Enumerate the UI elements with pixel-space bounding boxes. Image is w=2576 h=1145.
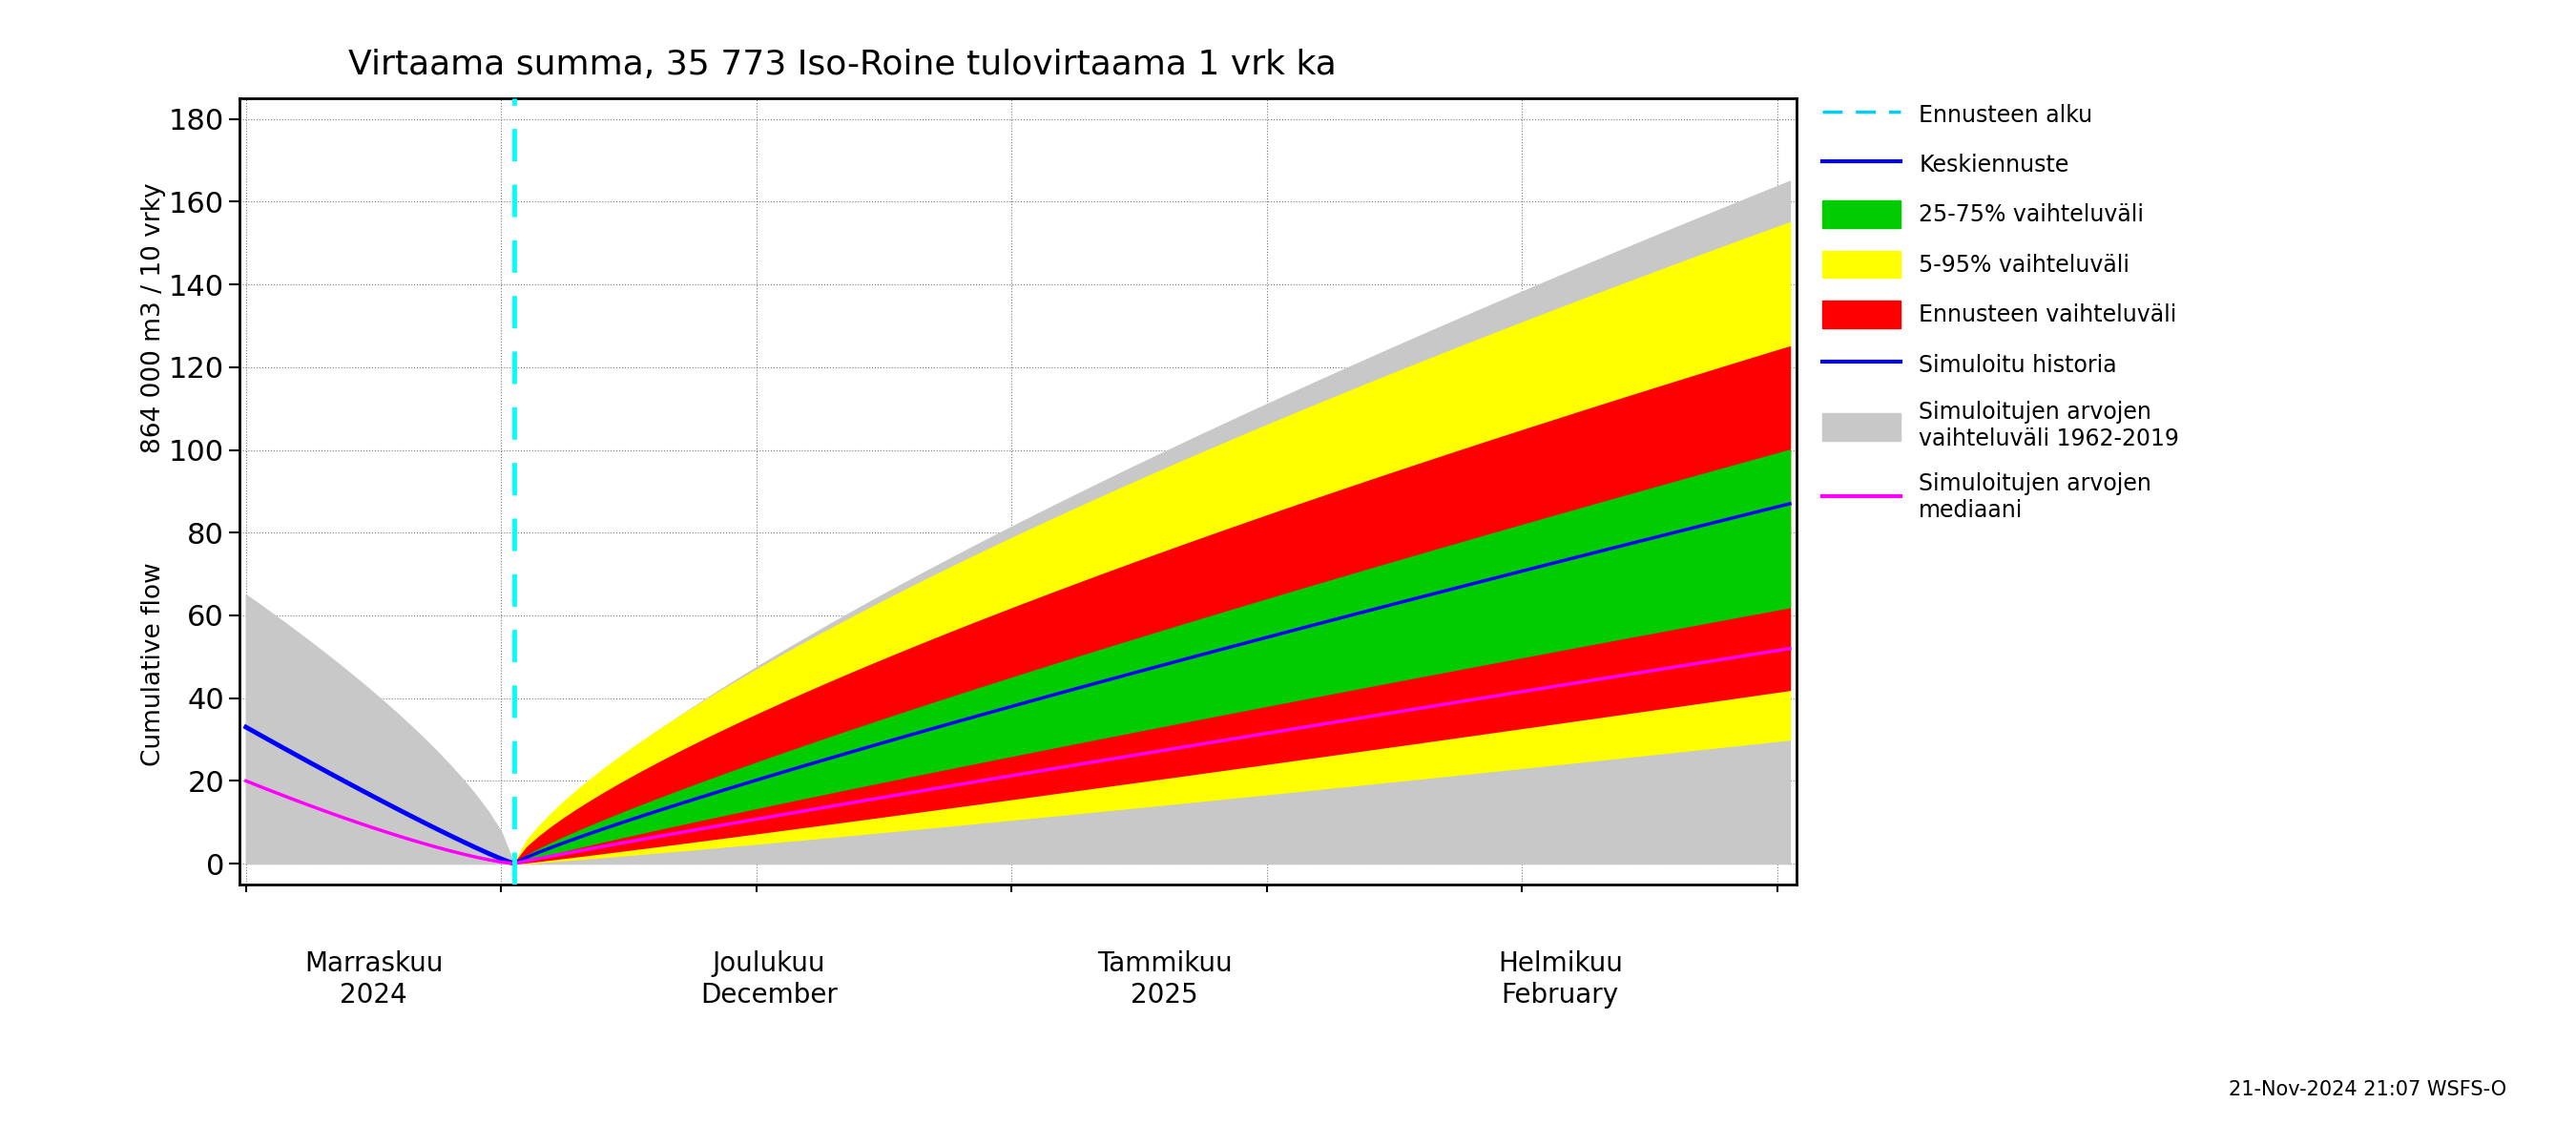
- Text: Virtaama summa, 35 773 Iso-Roine tulovirtaama 1 vrk ka: Virtaama summa, 35 773 Iso-Roine tulovir…: [348, 48, 1337, 81]
- Text: 21-Nov-2024 21:07 WSFS-O: 21-Nov-2024 21:07 WSFS-O: [2228, 1080, 2506, 1099]
- Legend: Ennusteen alku, Keskiennuste, 25-75% vaihteluväli, 5-95% vaihteluväli, Ennusteen: Ennusteen alku, Keskiennuste, 25-75% vai…: [1816, 94, 2187, 529]
- Text: Helmikuu
February: Helmikuu February: [1497, 950, 1623, 1008]
- Text: Marraskuu
2024: Marraskuu 2024: [304, 950, 443, 1008]
- Text: Joulukuu
December: Joulukuu December: [701, 950, 837, 1008]
- Text: 864 000 m3 / 10 vrky: 864 000 m3 / 10 vrky: [142, 183, 167, 453]
- Text: Tammikuu
2025: Tammikuu 2025: [1097, 950, 1231, 1008]
- Text: Cumulative flow: Cumulative flow: [142, 562, 167, 766]
